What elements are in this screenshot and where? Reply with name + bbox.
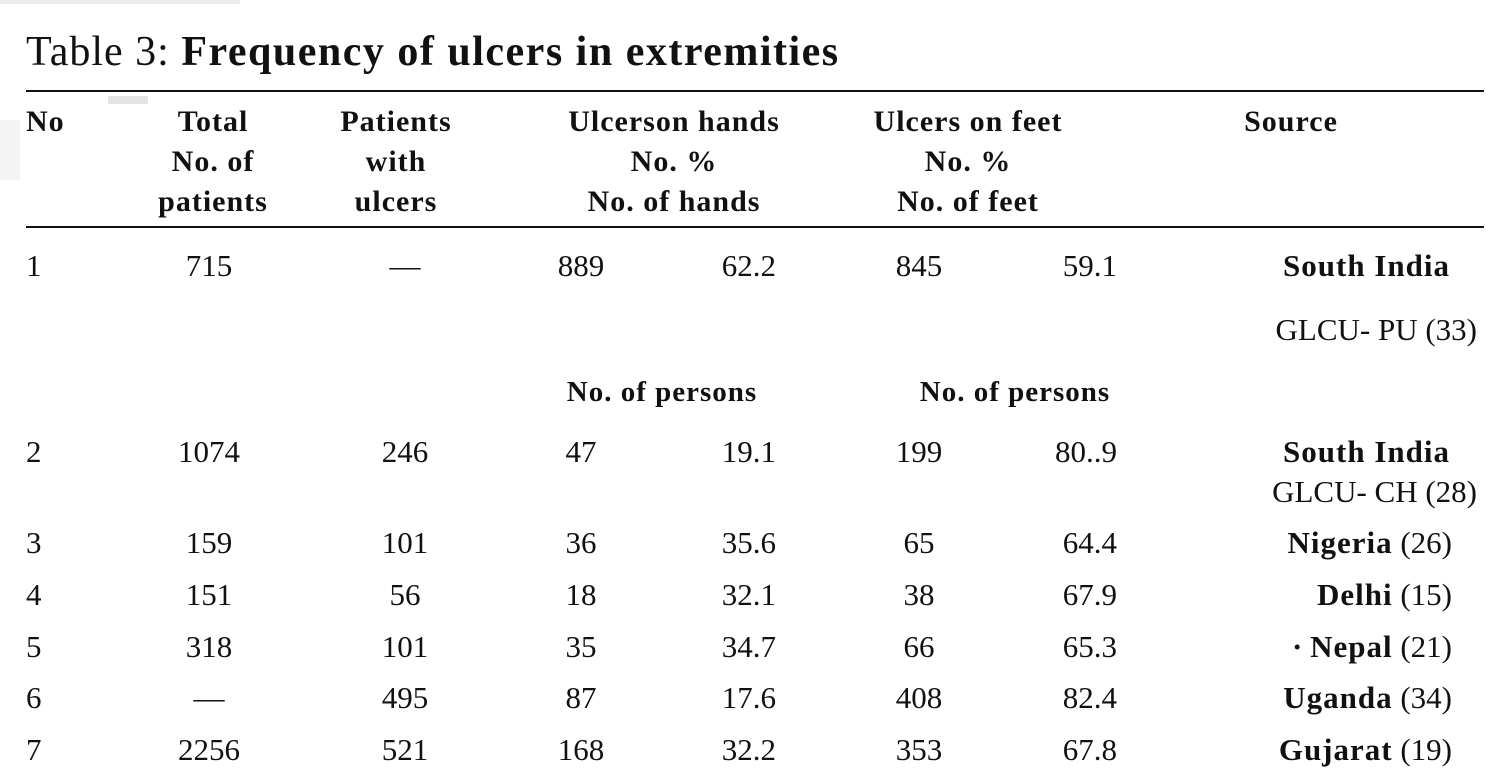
header-ulcers-on-hands: Ulcerson hands No. % No. of hands [568,105,780,218]
cell-with-ulcers: 246 [381,434,429,469]
cell-source-ref: (19) [1400,732,1452,767]
cell-source: Delhi (15) [1317,575,1452,615]
cell-hands-no: 36 [565,525,597,560]
cell-feet-pct: 67.9 [1062,577,1117,612]
cell-hands-no: 168 [557,732,605,767]
cell-source-ref: GLCU- PU (33) [1275,312,1478,347]
cell-source-name: Nigeria [1287,525,1393,560]
cell-source-ref: (26) [1400,525,1452,560]
subheader-feet-persons: No. of persons [919,376,1111,408]
cell-feet-pct: 80..9 [1055,434,1117,469]
cell-hands-no: 87 [565,680,597,715]
cell-feet-no: 38 [903,577,935,612]
table-label: Table 3: [26,29,170,75]
table-caption: Frequency of ulcers in extremities [181,29,840,75]
cell-source-ref: (21) [1400,629,1452,664]
header-ulcers-on-feet: Ulcers on feet No. % No. of feet [873,105,1063,218]
header-bottom-rule [26,226,1484,228]
cell-feet-no: 408 [895,680,943,715]
header-total-patients: Total No. of patients [158,105,268,218]
cell-source-name: South India [1283,248,1450,283]
header-source: Source [1244,105,1338,138]
cell-hands-pct: 17.6 [721,680,776,715]
table-title: Table 3: Frequency of ulcers in extremit… [26,28,840,76]
subheader-hands-persons: No. of persons [566,376,758,408]
cell-total: — [193,680,225,715]
scan-noise [0,0,240,4]
cell-no: 5 [26,629,42,664]
cell-source: Nigeria (26) [1287,523,1452,563]
cell-with-ulcers: 521 [381,732,429,767]
cell-source-name: Uganda [1283,680,1393,715]
cell-no: 4 [26,577,42,612]
source-prefix-dot: · [1292,629,1303,664]
cell-total: 2256 [178,732,240,767]
cell-hands-pct: 32.2 [721,732,776,767]
cell-feet-pct: 64.4 [1062,525,1117,560]
cell-total: 159 [185,525,233,560]
cell-with-ulcers: 56 [389,577,421,612]
cell-no: 7 [26,732,42,767]
cell-total: 715 [185,248,233,283]
cell-total: 1074 [178,434,240,469]
header-patients-with-ulcers: Patients with ulcers [340,105,452,218]
cell-with-ulcers: — [389,248,421,283]
cell-hands-no: 35 [565,629,597,664]
cell-hands-pct: 35.6 [721,525,776,560]
cell-hands-no: 889 [557,248,605,283]
scan-noise [0,120,20,180]
cell-feet-no: 353 [895,732,943,767]
cell-hands-no: 47 [565,434,597,469]
cell-hands-pct: 34.7 [721,629,776,664]
cell-with-ulcers: 101 [381,525,429,560]
cell-hands-pct: 19.1 [721,434,776,469]
cell-no: 6 [26,680,42,715]
cell-source-name: Gujarat [1278,732,1393,767]
cell-no: 1 [26,248,42,283]
cell-feet-pct: 67.8 [1062,732,1117,767]
scan-noise [108,96,148,104]
cell-source-name: Nepal [1310,629,1393,664]
cell-feet-pct: 65.3 [1062,629,1117,664]
cell-feet-no: 199 [895,434,943,469]
cell-with-ulcers: 495 [381,680,429,715]
cell-source: Uganda (34) [1283,678,1452,718]
cell-hands-no: 18 [565,577,597,612]
cell-hands-pct: 32.1 [721,577,776,612]
cell-feet-no: 845 [895,248,943,283]
cell-source-name: South India [1283,434,1450,469]
cell-source: · Nepal (21) [1292,627,1452,667]
cell-source-ref: (15) [1400,577,1452,612]
cell-source-ref: GLCU- CH (28) [1272,474,1477,509]
cell-hands-pct: 62.2 [721,248,776,283]
cell-total: 151 [185,577,233,612]
cell-source: Gujarat (19) [1279,730,1452,770]
cell-feet-no: 65 [903,525,935,560]
cell-with-ulcers: 101 [381,629,429,664]
cell-feet-pct: 82.4 [1062,680,1117,715]
cell-no: 3 [26,525,42,560]
cell-source-name: Delhi [1316,577,1393,612]
cell-no: 2 [26,434,42,469]
cell-source-ref: (34) [1400,680,1452,715]
cell-total: 318 [185,629,233,664]
cell-feet-no: 66 [903,629,935,664]
header-top-rule [26,90,1484,92]
header-no: No [26,105,65,138]
cell-feet-pct: 59.1 [1062,248,1117,283]
